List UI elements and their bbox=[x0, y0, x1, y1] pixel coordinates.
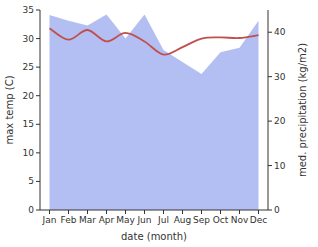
x-tick-label: Feb bbox=[61, 215, 77, 225]
x-tick-label: Mar bbox=[79, 215, 96, 225]
y2-tick bbox=[268, 165, 272, 166]
x-tick-label: Dec bbox=[250, 215, 267, 225]
x-tick bbox=[49, 210, 50, 214]
x-tick bbox=[125, 210, 126, 214]
y-tick bbox=[36, 181, 40, 182]
x-tick bbox=[258, 210, 259, 214]
x-tick bbox=[201, 210, 202, 214]
y-tick bbox=[36, 124, 40, 125]
y-tick-label: 5 bbox=[28, 176, 34, 186]
x-tick-label: Jan bbox=[42, 215, 57, 225]
y-tick-label: 0 bbox=[28, 205, 34, 215]
x-tick-label: Sep bbox=[193, 215, 210, 225]
y-tick-label: 30 bbox=[23, 34, 35, 44]
y2-tick-label: 0 bbox=[274, 205, 280, 215]
y-tick bbox=[36, 210, 40, 211]
x-tick bbox=[68, 210, 69, 214]
x-tick-label: Oct bbox=[213, 215, 229, 225]
y-tick-label: 25 bbox=[23, 62, 34, 72]
bottom-axis bbox=[40, 210, 268, 211]
y2-tick bbox=[268, 210, 272, 211]
y2-tick-label: 30 bbox=[274, 72, 286, 82]
chart: 05101520253035010203040JanFebMarAprMayJu… bbox=[0, 0, 318, 247]
y-tick bbox=[36, 10, 40, 11]
x-tick-label: Nov bbox=[231, 215, 249, 225]
right-axis bbox=[268, 10, 269, 210]
x-tick-label: Aug bbox=[174, 215, 192, 225]
y-tick-label: 35 bbox=[23, 5, 34, 15]
x-tick-label: Jun bbox=[136, 215, 151, 225]
x-tick-label: Jul bbox=[157, 215, 169, 225]
y2-tick-label: 40 bbox=[274, 27, 286, 37]
y2-tick bbox=[268, 121, 272, 122]
y2-tick bbox=[268, 32, 272, 33]
left-axis bbox=[40, 10, 41, 210]
x-tick bbox=[182, 210, 183, 214]
x-tick bbox=[144, 210, 145, 214]
y-tick bbox=[36, 38, 40, 39]
y-tick-label: 10 bbox=[23, 148, 35, 158]
y-tick-label: 20 bbox=[23, 91, 35, 101]
y2-tick-label: 20 bbox=[274, 116, 286, 126]
x-tick bbox=[106, 210, 107, 214]
x-tick bbox=[87, 210, 88, 214]
y-axis-label: max temp (C) bbox=[4, 75, 15, 144]
x-tick bbox=[163, 210, 164, 214]
y-tick-label: 15 bbox=[23, 119, 34, 129]
x-axis-label: date (month) bbox=[121, 231, 187, 242]
x-tick bbox=[220, 210, 221, 214]
y-tick bbox=[36, 152, 40, 153]
y2-axis-label: med. precipitation (kg/m2) bbox=[297, 43, 308, 177]
y-tick bbox=[36, 67, 40, 68]
x-tick-label: Apr bbox=[99, 215, 115, 225]
y2-tick-label: 10 bbox=[274, 161, 286, 171]
y2-tick bbox=[268, 76, 272, 77]
temp-line bbox=[50, 28, 259, 54]
x-tick-label: May bbox=[116, 215, 135, 225]
precip-area bbox=[50, 14, 259, 210]
marks bbox=[50, 14, 259, 210]
y-tick bbox=[36, 95, 40, 96]
x-tick bbox=[239, 210, 240, 214]
